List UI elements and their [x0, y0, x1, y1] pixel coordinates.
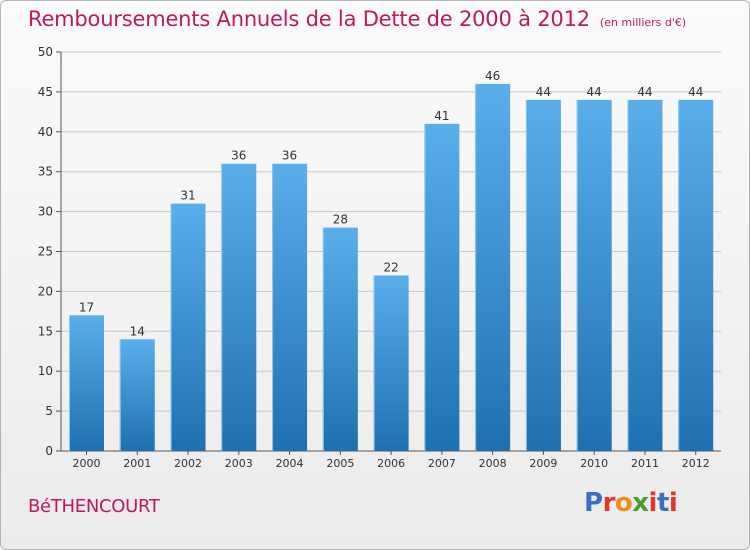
logo-letter: i: [648, 488, 658, 518]
bar: [322, 227, 358, 451]
logo-letter: o: [614, 488, 633, 518]
bar: [475, 83, 511, 452]
x-tick-labels: 2000 2001 2002 2003 2004 2005 2006 2007 2008 2009…: [73, 457, 710, 470]
data-label: 17: [79, 300, 94, 314]
data-label: 14: [130, 324, 145, 338]
data-label: 22: [383, 260, 398, 274]
data-label: 44: [637, 85, 652, 99]
data-labels: 17 14 31 36 36 28 22 41 46 44 44 44 44: [79, 69, 704, 338]
bar: [221, 163, 257, 451]
logo-letter: r: [602, 488, 616, 518]
x-tick-label: 2003: [225, 457, 253, 470]
x-tick-label: 2006: [377, 457, 405, 470]
data-label: 44: [688, 85, 703, 99]
y-tick-label: 15: [38, 324, 53, 338]
y-tick-label: 40: [38, 125, 53, 139]
y-tick-labels: 0 5 10 15 20 25 30 35 40 45 50: [38, 45, 53, 458]
bar: [373, 275, 409, 451]
x-tick-label: 2008: [479, 457, 507, 470]
x-tick-label: 2002: [174, 457, 202, 470]
x-tick-label: 2011: [631, 457, 659, 470]
bar: [170, 203, 206, 451]
bar: [678, 99, 714, 451]
x-tick-label: 2001: [123, 457, 151, 470]
y-tick-label: 25: [38, 245, 53, 259]
x-tick-label: 2005: [326, 457, 354, 470]
y-tick-label: 30: [38, 205, 53, 219]
data-label: 44: [536, 85, 551, 99]
logo-letter: x: [632, 488, 649, 518]
logo-letter: t: [656, 488, 669, 518]
bar: [272, 163, 308, 451]
bar: [576, 99, 612, 451]
logo-letter: P: [584, 488, 603, 518]
bar: [424, 123, 460, 451]
bar: [525, 99, 561, 451]
data-label: 46: [485, 69, 500, 83]
bar: [69, 315, 104, 451]
x-tick-label: 2007: [428, 457, 456, 470]
title-block: Remboursements Annuels de la Dette de 20…: [28, 7, 686, 31]
x-tick-label: 2000: [73, 457, 101, 470]
y-tick-label: 5: [45, 404, 53, 418]
x-tick-label: 2004: [276, 457, 304, 470]
bar: [119, 339, 155, 451]
y-tick-label: 10: [38, 364, 53, 378]
x-tick-label: 2012: [682, 457, 710, 470]
data-label: 41: [434, 109, 449, 123]
town-name: BéTHENCOURT: [28, 496, 160, 517]
bars: [69, 83, 714, 452]
data-label: 44: [587, 85, 602, 99]
y-tick-label: 45: [38, 85, 53, 99]
y-tick-label: 20: [38, 284, 53, 298]
data-label: 36: [231, 149, 246, 163]
y-tick-label: 50: [38, 45, 53, 59]
data-label: 28: [333, 213, 348, 227]
bar: [627, 99, 663, 451]
x-tick-label: 2010: [580, 457, 608, 470]
x-tick-label: 2009: [529, 457, 557, 470]
logo-letter: i: [668, 488, 678, 518]
chart-title: Remboursements Annuels de la Dette de 20…: [28, 7, 590, 31]
y-tick-label: 0: [45, 444, 53, 458]
proxiti-logo: Proxiti: [584, 488, 678, 518]
data-label: 31: [180, 189, 195, 203]
chart-subtitle: (en milliers d'€): [599, 16, 687, 29]
y-tick-label: 35: [38, 165, 53, 179]
data-label: 36: [282, 149, 297, 163]
